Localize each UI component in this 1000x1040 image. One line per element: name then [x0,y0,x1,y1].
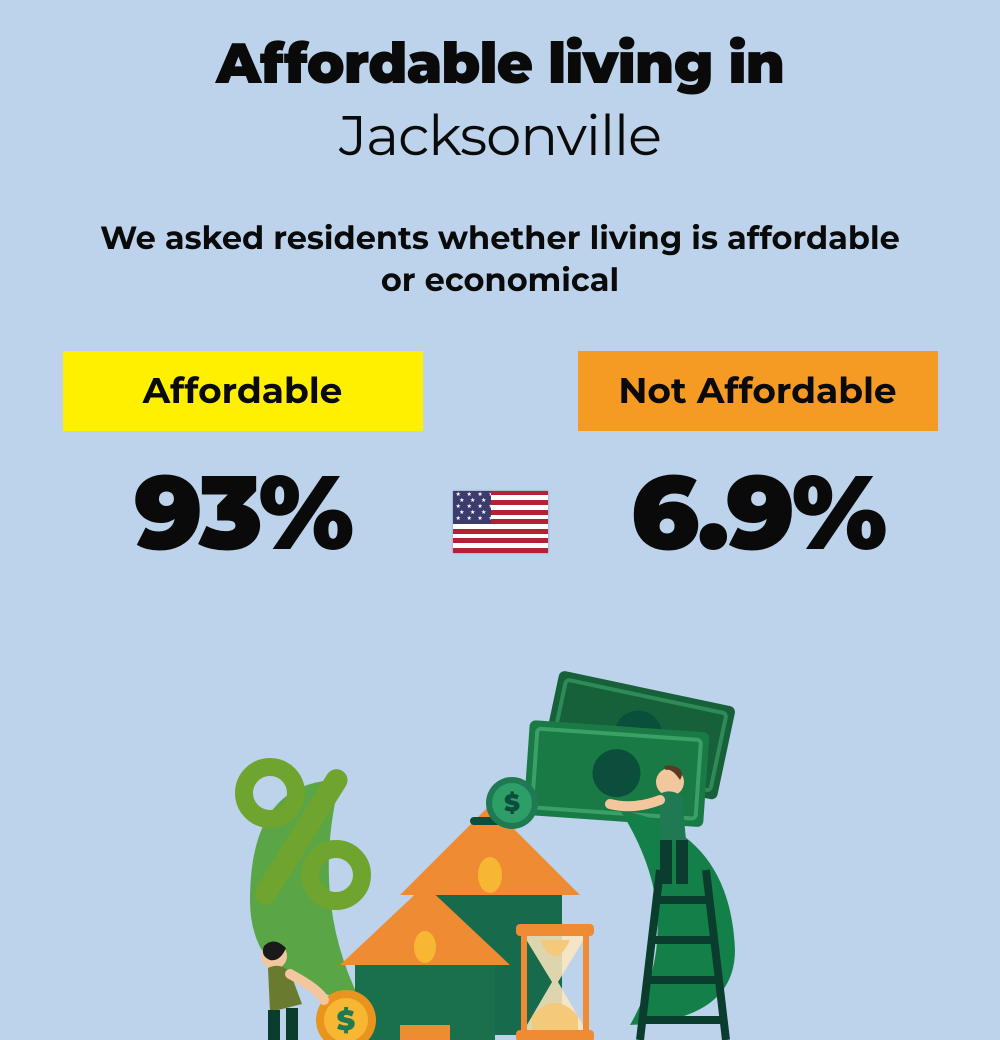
stat-affordable: Affordable 93% [63,351,423,576]
svg-text:$: $ [504,789,520,818]
us-flag-icon: ★ ★ ★ ★ ★ ★ ★ ★ ★ ★ ★ ★ ★ ★ ★ ★ ★ ★ ★ ★ … [453,491,548,553]
title-line1: Affordable living in [0,30,1000,98]
pill-not-affordable: Not Affordable [578,351,938,431]
stats-row: Affordable 93% ★ ★ ★ ★ ★ ★ ★ ★ ★ ★ ★ ★ ★… [0,351,1000,576]
title-line2: Jacksonville [0,102,1000,170]
stat-not-affordable: Not Affordable 6.9% [578,351,938,576]
pct-affordable: 93% [134,449,351,576]
pct-not-affordable: 6.9% [631,449,885,576]
subtitle: We asked residents whether living is aff… [0,218,1000,301]
svg-text:$: $ [337,1004,356,1038]
header: Affordable living in Jacksonville [0,0,1000,170]
pill-affordable: Affordable [63,351,423,431]
savings-illustration-icon: $ $ [190,660,810,1040]
